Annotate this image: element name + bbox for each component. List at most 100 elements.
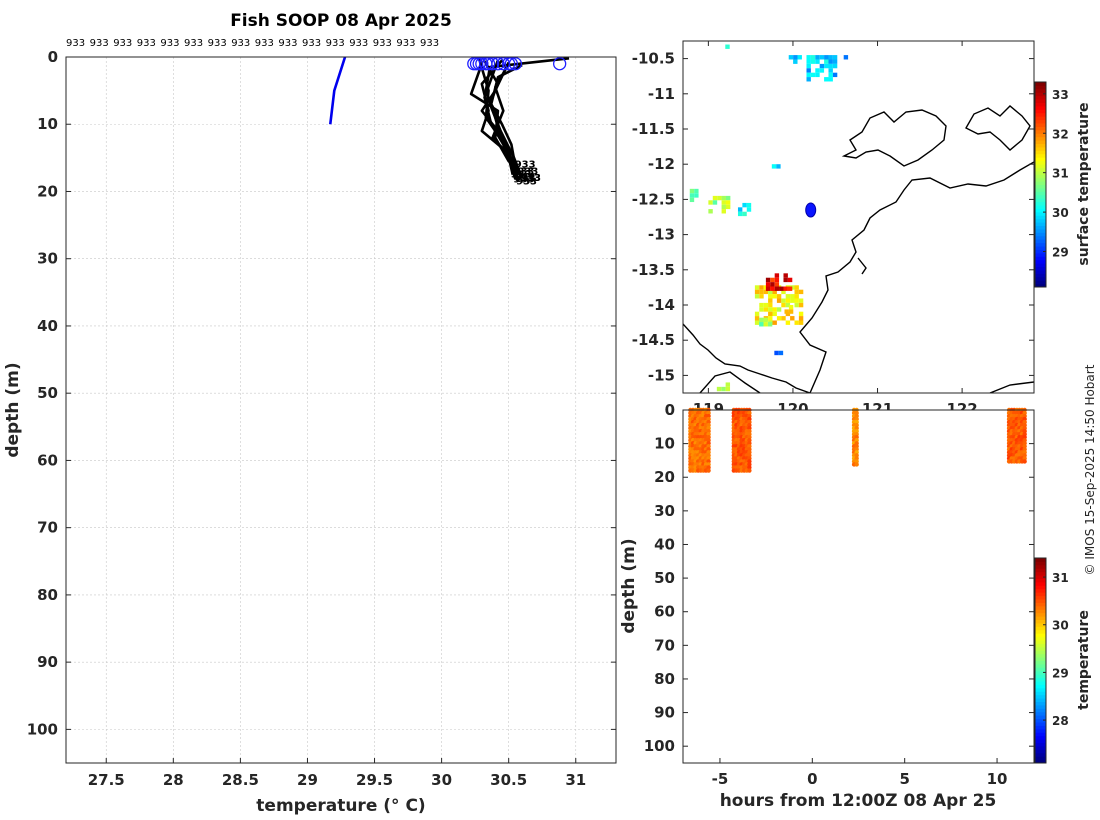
colorbar-segment — [1035, 167, 1046, 172]
x-tick-label: 29.5 — [356, 771, 393, 789]
y-tick-label: 100 — [27, 720, 58, 738]
sst-cell — [788, 309, 794, 314]
colorbar-segment — [1035, 742, 1046, 747]
sst-cell — [754, 320, 760, 325]
sst-cell — [794, 289, 799, 295]
sst-cell — [772, 289, 777, 295]
vessel-id-label: 933 — [160, 38, 179, 49]
sst-cell — [768, 316, 773, 321]
lat-tick-label: -11 — [648, 85, 675, 103]
colorbar-frame — [1034, 557, 1047, 764]
colorbar-segment — [1035, 599, 1046, 603]
y-tick-label: 50 — [654, 569, 675, 587]
sst-cell — [721, 195, 726, 201]
temperature-point — [1022, 416, 1027, 422]
sst-cell — [772, 307, 777, 312]
surface-marker — [481, 57, 496, 71]
temperature-point — [706, 435, 711, 440]
temperature-point — [1022, 428, 1027, 434]
sst-cell — [770, 286, 775, 291]
colorbar-segment — [1035, 759, 1046, 764]
sst-cell — [815, 59, 820, 64]
sst-cell — [781, 316, 786, 321]
colorbar-segment — [1035, 643, 1046, 648]
x-tick-label: 30.5 — [490, 771, 527, 789]
temperature-colorbar: 28 29 30 31 — [1034, 557, 1069, 764]
sst-cell — [725, 200, 731, 205]
colorbar-segment — [1035, 640, 1046, 644]
sst-colorbar: 29 30 31 32 33 — [1034, 81, 1069, 288]
sst-cell — [794, 298, 799, 303]
sst-cell — [754, 311, 760, 317]
colorbar-segment — [1035, 739, 1046, 743]
colorbar-segment — [1035, 660, 1046, 665]
sst-cell — [815, 68, 820, 73]
sst-cell — [793, 55, 798, 60]
temperature-point — [854, 410, 859, 416]
time-depth-frame — [682, 409, 1035, 764]
colorbar-segment — [1035, 194, 1046, 199]
colorbar-segment — [1035, 571, 1046, 576]
colorbar-segment — [1035, 215, 1046, 220]
temperature-point — [747, 416, 752, 422]
colorbar-segment — [1035, 595, 1046, 600]
colorbar-tick-label: 31 — [1052, 167, 1069, 181]
temperature-point — [854, 441, 859, 446]
sst-cell — [776, 164, 781, 169]
sst-cell — [772, 294, 777, 299]
temperature-point — [1022, 447, 1027, 452]
colorbar-segment — [1035, 256, 1046, 261]
sst-cell — [815, 55, 820, 60]
profile-line — [328, 56, 347, 125]
map-area — [683, 41, 1034, 393]
colorbar-segment — [1035, 657, 1046, 661]
colorbar-segment — [1035, 198, 1046, 203]
sst-cell — [725, 204, 731, 210]
sst-cell — [742, 202, 747, 208]
colorbar-segment — [1035, 568, 1046, 573]
sst-cell — [793, 59, 798, 64]
y-tick-label: 0 — [48, 48, 58, 66]
sst-cell — [781, 298, 786, 303]
colorbar-segment — [1035, 95, 1046, 100]
temperature-point — [854, 425, 859, 431]
profile-grid — [66, 56, 616, 763]
sst-cell — [832, 72, 838, 78]
profile-end-label: 933 — [511, 170, 532, 181]
sst-cell — [746, 202, 752, 208]
temperature-point — [747, 465, 752, 470]
imos-credit: © IMOS 15-Sep-2025 14:50 Hobart — [1083, 364, 1097, 575]
temperature-point — [1022, 432, 1027, 437]
temperature-point — [706, 428, 711, 434]
sst-cell — [828, 59, 833, 64]
temperature-point — [747, 428, 752, 434]
sst-cell — [794, 320, 799, 325]
x-tick-label: -5 — [712, 770, 729, 788]
sst-cell — [774, 286, 780, 291]
sst-cell — [746, 207, 752, 212]
colorbar-segment — [1035, 677, 1046, 682]
sst-cell — [774, 282, 780, 287]
sst-cell — [798, 316, 804, 321]
sst-cell — [768, 311, 773, 317]
colorbar-segment — [1035, 150, 1046, 155]
colorbar-frame — [1034, 81, 1047, 288]
x-tick-label: 29 — [297, 771, 318, 789]
colorbar-segment — [1035, 663, 1046, 668]
sst-cell — [806, 59, 811, 64]
temperature-point — [747, 438, 752, 443]
temperature-point — [854, 428, 859, 434]
colorbar-segment — [1035, 201, 1046, 206]
temperature-point — [854, 435, 859, 440]
x-tick-label: 28.5 — [222, 771, 259, 789]
temperature-point — [706, 468, 711, 473]
temperature-point — [854, 413, 859, 419]
profile-frame — [65, 56, 617, 764]
sst-cell — [770, 282, 775, 287]
colorbar-segment — [1035, 592, 1046, 597]
colorbar-segment — [1035, 585, 1046, 590]
sst-cell — [798, 289, 804, 295]
sst-cell — [708, 200, 713, 205]
colorbar-segment — [1035, 153, 1046, 158]
